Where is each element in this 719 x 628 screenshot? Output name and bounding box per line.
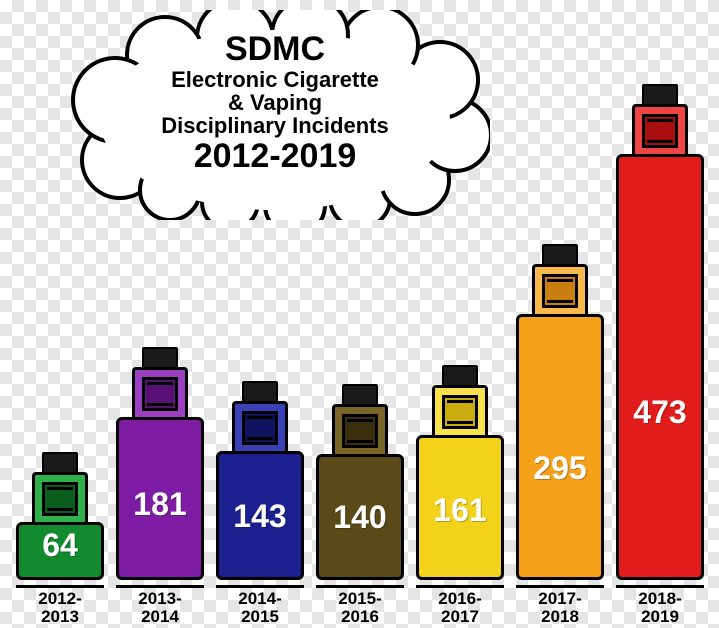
- bar-value: 64: [16, 527, 104, 564]
- x-label-bot: 2015: [216, 608, 304, 626]
- bar-value: 473: [616, 394, 704, 431]
- bar-value: 295: [516, 450, 604, 487]
- bar: 64: [16, 452, 104, 580]
- bar-neck: [632, 104, 688, 158]
- bar-neck-inner: [142, 377, 178, 411]
- x-label-bot: 2016: [316, 608, 404, 626]
- bar-value: 161: [416, 492, 504, 529]
- x-label-top: 2015-: [316, 590, 404, 608]
- bar: 473: [616, 84, 704, 580]
- bar-neck: [232, 401, 288, 455]
- bar-neck-inner: [242, 411, 278, 445]
- x-label: 2012-2013: [16, 585, 104, 626]
- x-label: 2018-2019: [616, 585, 704, 626]
- x-axis-labels: 2012-20132013-20142014-20152015-20162016…: [16, 582, 704, 626]
- bar-body: [516, 314, 604, 580]
- x-label-bot: 2014: [116, 608, 204, 626]
- x-label-bot: 2013: [16, 608, 104, 626]
- bar-neck-inner: [342, 414, 378, 448]
- bar-neck: [132, 367, 188, 421]
- bar-value: 181: [116, 486, 204, 523]
- x-label: 2013-2014: [116, 585, 204, 626]
- x-label-bot: 2017: [416, 608, 504, 626]
- x-label-bot: 2018: [516, 608, 604, 626]
- bar-body: [616, 154, 704, 580]
- x-label: 2014-2015: [216, 585, 304, 626]
- bar-value: 143: [216, 498, 304, 535]
- bar-value: 140: [316, 499, 404, 536]
- bar: 295: [516, 244, 604, 580]
- x-label-top: 2018-: [616, 590, 704, 608]
- bar: 140: [316, 384, 404, 580]
- bar-neck-inner: [442, 395, 478, 429]
- bar: 161: [416, 365, 504, 580]
- x-label: 2015-2016: [316, 585, 404, 626]
- bar: 143: [216, 381, 304, 580]
- x-label: 2016-2017: [416, 585, 504, 626]
- bar-neck: [332, 404, 388, 458]
- x-label-bot: 2019: [616, 608, 704, 626]
- x-label-top: 2013-: [116, 590, 204, 608]
- bars-area: 64 181 143 140 161 295 473: [16, 60, 704, 580]
- x-label-top: 2014-: [216, 590, 304, 608]
- x-label-top: 2017-: [516, 590, 604, 608]
- bar-neck: [532, 264, 588, 318]
- x-label-top: 2012-: [16, 590, 104, 608]
- x-label-top: 2016-: [416, 590, 504, 608]
- bar-neck-inner: [42, 482, 78, 516]
- bar: 181: [116, 347, 204, 580]
- bar-neck: [32, 472, 88, 526]
- bar-neck: [432, 385, 488, 439]
- bar-neck-inner: [542, 274, 578, 308]
- x-label: 2017-2018: [516, 585, 604, 626]
- bar-neck-inner: [642, 114, 678, 148]
